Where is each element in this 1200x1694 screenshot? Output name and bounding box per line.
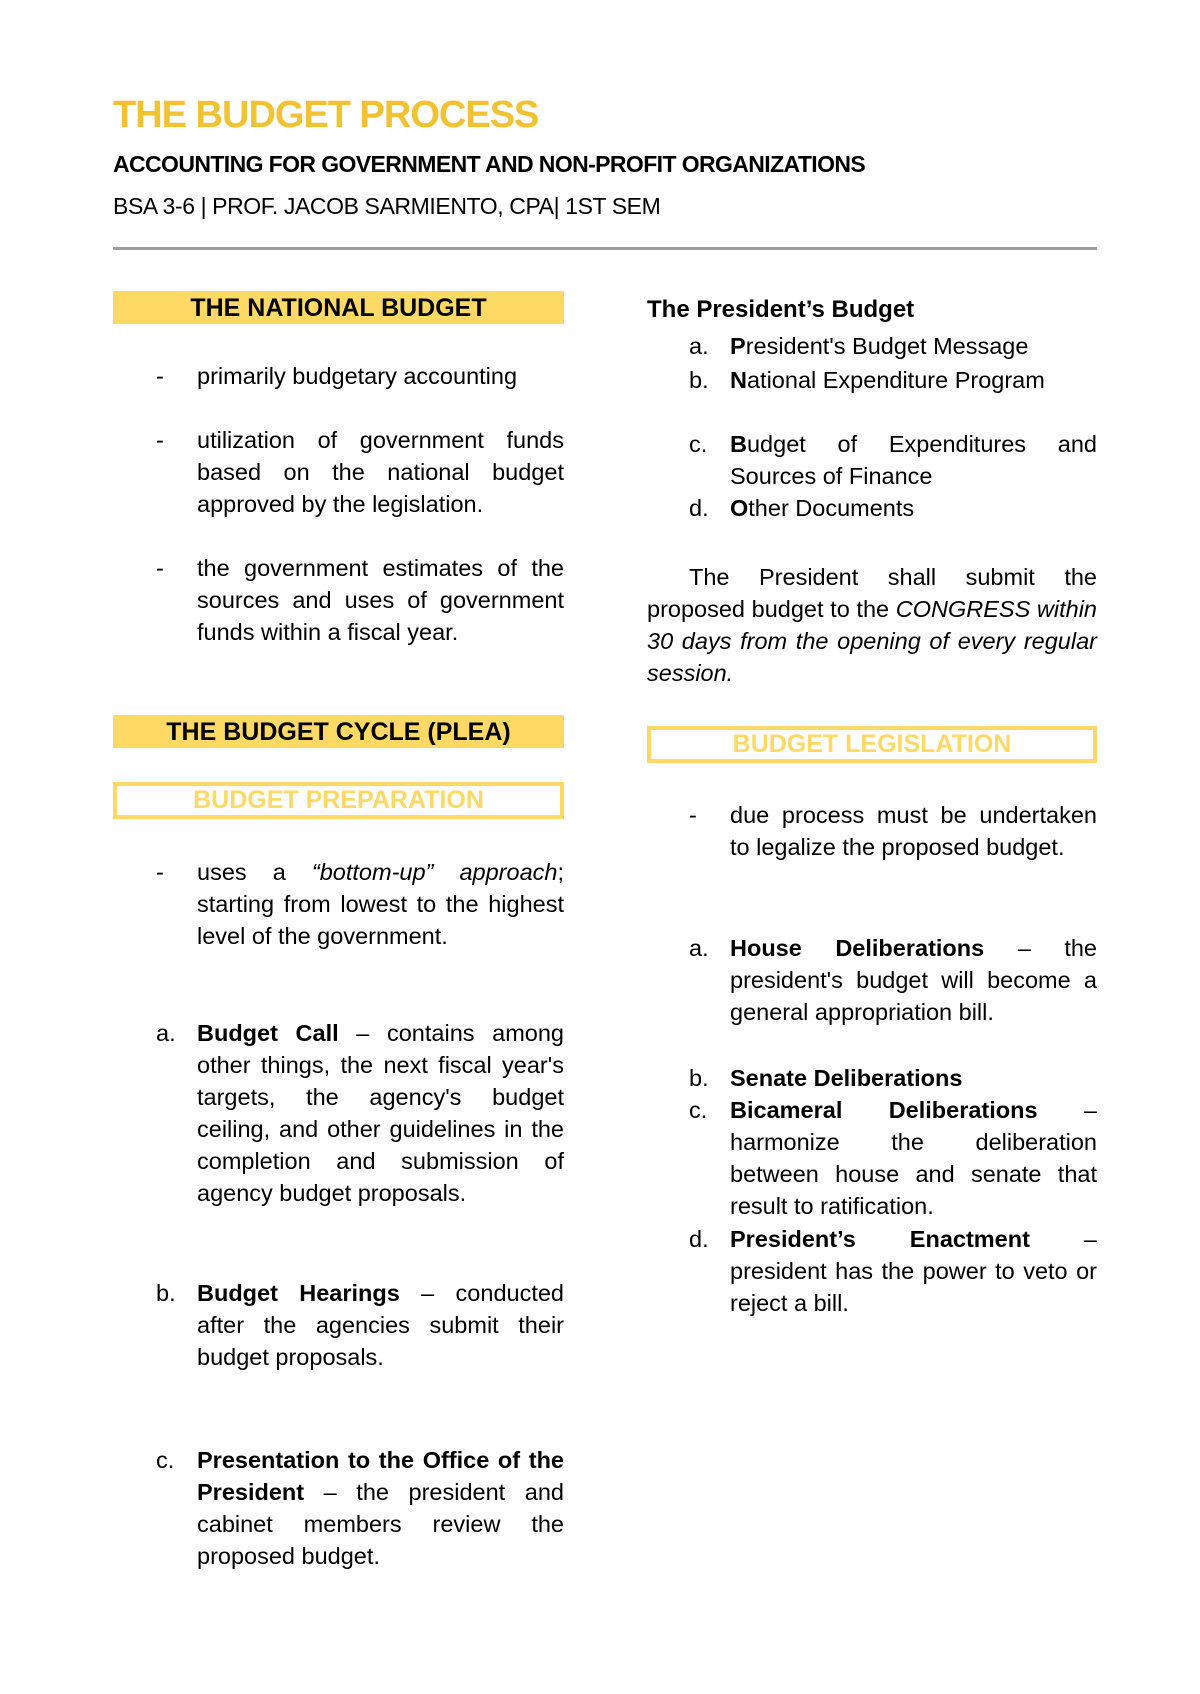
dash-bullet: - [156,859,164,885]
bullet-item: - uses a “bottom-up” approach; starting … [156,856,564,952]
list-item-enactment: d. President’s Enactment – president has… [689,1223,1097,1319]
bullet-text: due process must be undertaken to legali… [730,802,1097,860]
list-marker: a. [156,1020,176,1046]
list-text: President's Budget Message [730,333,1029,359]
budget-cycle-heading: THE BUDGET CYCLE (PLEA) [113,715,564,748]
national-budget-heading: THE NATIONAL BUDGET [113,291,564,324]
bullet-text: primarily budgetary accounting [197,363,518,389]
list-text: House Deliberations – the president's bu… [730,935,1097,1025]
list-marker: b. [689,1065,709,1091]
list-text: Senate Deliberations [730,1065,963,1091]
list-marker: c. [156,1447,175,1473]
list-text: Presentation to the Office of the Presid… [197,1447,564,1569]
list-text: Budget of Expenditures and Sources of Fi… [730,431,1097,489]
dash-bullet: - [156,363,164,389]
course-subtitle: ACCOUNTING FOR GOVERNMENT AND NON-PROFIT… [113,151,866,177]
budget-preparation-heading: BUDGET PREPARATION [113,782,564,819]
list-marker: a. [689,935,709,961]
list-item-house: a. House Deliberations – the president's… [689,932,1097,1028]
list-marker: c. [689,431,708,457]
list-text: President’s Enactment – president has th… [730,1226,1097,1316]
budget-legislation-heading: BUDGET LEGISLATION [647,726,1097,763]
header-divider [113,247,1097,250]
list-item-senate: b. Senate Deliberations [689,1062,1097,1094]
bullet-item: - due process must be undertaken to lega… [689,799,1097,863]
presidents-budget-heading: The President’s Budget [647,296,915,323]
bullet-text: utilization of government funds based on… [197,427,564,517]
document-title: THE BUDGET PROCESS [113,94,539,136]
list-marker: d. [689,495,709,521]
dash-bullet: - [689,802,697,828]
list-item: b. National Expenditure Program [689,364,1097,396]
list-marker: d. [689,1226,709,1252]
list-item-bicameral: c. Bicameral Deliberations – harmonize t… [689,1094,1097,1222]
list-text: Budget Call – contains among other thing… [197,1020,564,1206]
list-item: a. President's Budget Message [689,330,1097,362]
dash-bullet: - [156,427,164,453]
list-item-presentation: c. Presentation to the Office of the Pre… [156,1444,564,1572]
list-item-budget-call: a. Budget Call – contains among other th… [156,1017,564,1209]
list-text: National Expenditure Program [730,367,1045,393]
dash-bullet: - [156,555,164,581]
list-item-budget-hearings: b. Budget Hearings – conducted after the… [156,1277,564,1373]
bullet-item: - the government estimates of the source… [156,552,564,648]
list-text: Bicameral Deliberations – harmonize the … [730,1097,1097,1219]
bullet-item: - primarily budgetary accounting [156,360,564,392]
list-text: Other Documents [730,495,915,521]
list-marker: b. [689,367,709,393]
course-info: BSA 3-6 | PROF. JACOB SARMIENTO, CPA| 1S… [113,193,661,219]
list-marker: b. [156,1280,176,1306]
list-marker: a. [689,333,709,359]
bullet-text: the government estimates of the sources … [197,555,564,645]
submission-paragraph: The President shall submit the proposed … [647,564,1097,686]
bullet-item: - utilization of government funds based … [156,424,564,520]
list-marker: c. [689,1097,708,1123]
list-item: d. Other Documents [689,492,1097,524]
bullet-text: uses a “bottom-up” approach; starting fr… [197,859,564,949]
list-text: Budget Hearings – conducted after the ag… [197,1280,564,1370]
list-item: c. Budget of Expenditures and Sources of… [689,428,1097,492]
